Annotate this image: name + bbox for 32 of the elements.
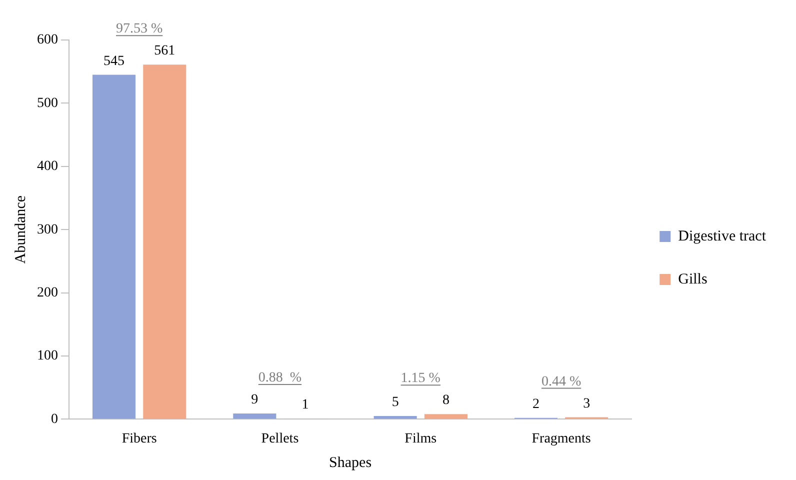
bar (92, 74, 136, 419)
y-axis-title: Abundance (12, 195, 29, 264)
x-tick-label: Fibers (122, 431, 157, 446)
data-label: 8 (442, 393, 450, 408)
bar (374, 416, 417, 419)
y-tick-label: 300 (37, 222, 58, 238)
data-label: 9 (251, 392, 258, 408)
data-label: 2 (532, 396, 540, 412)
legend-label: Digestive tract (678, 228, 767, 244)
y-tick-label: 200 (37, 285, 58, 300)
x-tick-label: Fragments (532, 431, 591, 446)
data-label: 3 (583, 396, 590, 412)
x-tick-label: Films (404, 431, 437, 446)
y-tick-label: 500 (37, 96, 58, 111)
data-label: 545 (104, 54, 125, 69)
data-label: 1 (302, 398, 309, 413)
y-tick-label: 0 (51, 412, 58, 427)
data-label: 561 (154, 44, 176, 59)
x-axis-title: Shapes (329, 454, 372, 471)
annotation: 1.15 % (400, 371, 441, 386)
annotation: 0.44 % (541, 374, 582, 390)
y-tick-label: 400 (37, 159, 58, 174)
y-tick-label: 600 (37, 32, 58, 48)
y-tick-label: 100 (37, 348, 58, 364)
text: 97.53 % (116, 22, 163, 37)
annotation: 0.88 % (258, 370, 302, 386)
legend-label: Gills (678, 271, 708, 288)
bar (424, 414, 468, 419)
bar (143, 64, 186, 419)
x-tick-label: Pellets (261, 431, 299, 446)
bar (233, 414, 276, 419)
data-label: 5 (392, 395, 399, 410)
